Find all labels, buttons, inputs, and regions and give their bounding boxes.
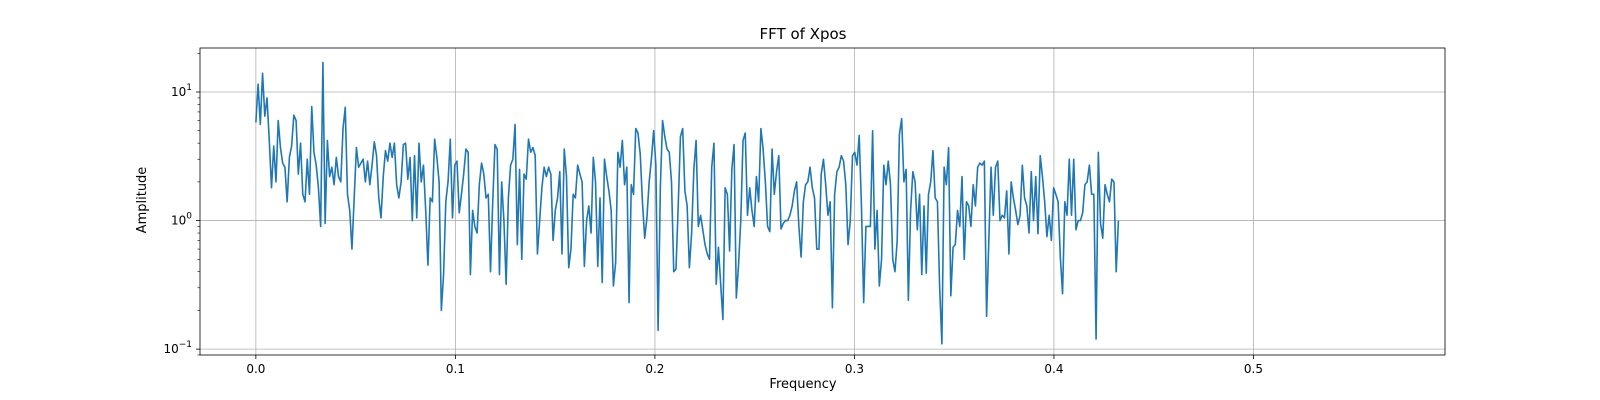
x-tick-label: 0.1	[446, 362, 465, 376]
y-tick-label: 101	[171, 83, 192, 99]
grid	[200, 48, 1445, 355]
y-axis-ticks: 10−1 100 101	[163, 53, 200, 356]
x-tick-label: 0.3	[845, 362, 864, 376]
x-axis-ticks: 0.0 0.1 0.2 0.3 0.4 0.5	[246, 355, 1263, 376]
plot-area	[255, 61, 1120, 345]
y-axis-label: Amplitude	[135, 167, 150, 234]
x-axis-label: Frequency	[769, 377, 836, 392]
x-tick-label: 0.2	[645, 362, 664, 376]
x-tick-label: 0.4	[1044, 362, 1063, 376]
x-tick-label: 0.0	[246, 362, 265, 376]
series-line	[255, 61, 1120, 345]
y-tick-label: 10−1	[163, 340, 192, 356]
plot-frame	[199, 47, 1446, 356]
chart-title: FFT of Xpos	[760, 25, 847, 43]
y-tick-label: 100	[171, 212, 192, 228]
x-tick-label: 0.5	[1244, 362, 1263, 376]
